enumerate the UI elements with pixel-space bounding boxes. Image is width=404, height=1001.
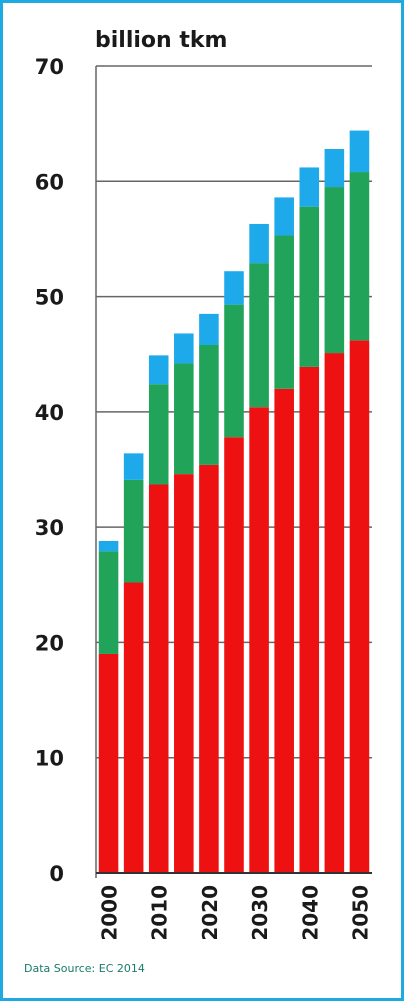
bar-segment <box>299 366 320 873</box>
bar-segment <box>224 271 244 305</box>
x-tick-label: 2040 <box>298 885 322 941</box>
y-tick-label: 30 <box>35 516 64 540</box>
bar-segment <box>199 313 219 345</box>
bar-segment <box>349 340 370 873</box>
bar-segment <box>299 206 320 367</box>
bar-segment <box>148 384 169 485</box>
bar-segment <box>174 474 194 873</box>
bar-segment <box>199 464 219 873</box>
bar-segment <box>274 235 294 389</box>
bar-segment <box>224 437 244 873</box>
bar-segment <box>274 388 294 873</box>
data-source: Data Source: EC 2014 <box>24 962 145 975</box>
bar-segment <box>123 479 144 583</box>
x-tick-label: 2050 <box>348 885 372 941</box>
x-tick-labels: 2000 2010 2020 2030 2040 2050 <box>98 885 373 941</box>
bar-segment <box>274 197 294 236</box>
bar-segment <box>123 582 144 873</box>
bar-segment <box>324 187 345 354</box>
x-tick-label: 2030 <box>248 885 272 941</box>
bar-segment <box>249 263 269 408</box>
bar-segment <box>98 551 119 654</box>
x-tick-label: 2010 <box>148 885 172 941</box>
bar-segment <box>224 304 244 438</box>
bar-segment <box>249 407 269 873</box>
bar-segment <box>199 344 219 465</box>
bar-segment <box>98 540 119 552</box>
bar-segment <box>299 167 320 207</box>
y-tick-label: 50 <box>35 286 64 310</box>
y-tick-labels: 0 10 20 30 40 50 60 70 <box>35 55 64 886</box>
bar-segment <box>148 355 169 385</box>
bar-segment <box>174 363 194 475</box>
y-axis-label: billion tkm <box>95 28 227 53</box>
axes <box>95 66 372 878</box>
bar-segment <box>324 149 345 188</box>
y-tick-label: 40 <box>35 401 64 425</box>
y-tick-label: 20 <box>35 631 64 655</box>
x-tick-label: 2000 <box>98 885 122 941</box>
y-tick-label: 60 <box>35 170 64 194</box>
bar-segment <box>249 223 269 264</box>
y-tick-label: 70 <box>35 55 64 79</box>
bar-segment <box>174 333 194 364</box>
bar-segment <box>123 453 144 480</box>
y-tick-label: 0 <box>49 862 64 886</box>
bar-segment <box>349 172 370 341</box>
bars <box>98 130 370 874</box>
bar-segment <box>324 353 345 874</box>
x-tick-label: 2020 <box>198 885 222 941</box>
bar-segment <box>98 653 119 873</box>
bar-segment <box>148 484 169 873</box>
bar-segment <box>349 130 370 173</box>
y-tick-label: 10 <box>35 747 64 771</box>
